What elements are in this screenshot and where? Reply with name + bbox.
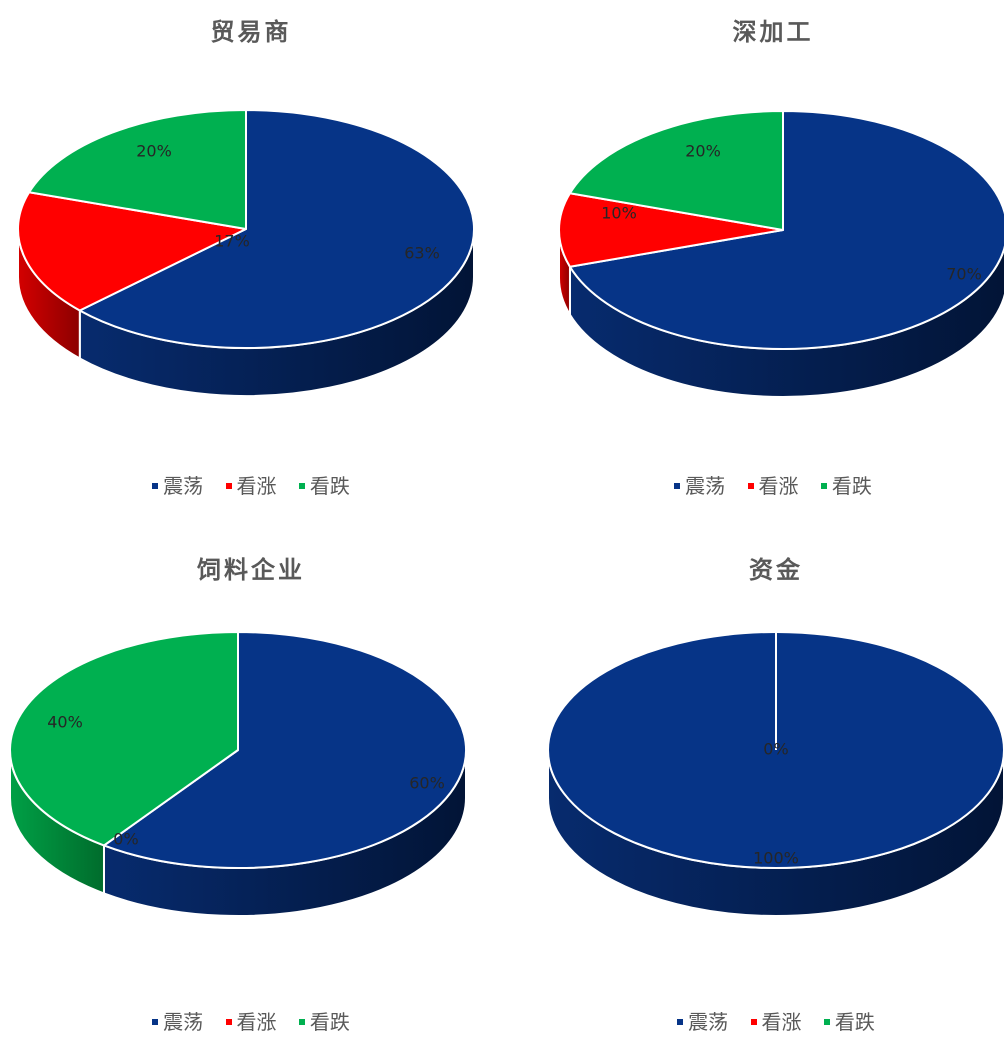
legend-swatch-icon [820, 482, 827, 489]
legend-label: 震荡 [163, 1010, 204, 1034]
legend-label: 看涨 [761, 1010, 802, 1034]
data-label: 10% [601, 204, 637, 223]
legend-label: 看涨 [236, 1010, 277, 1034]
chart-title: 贸易商 [210, 17, 292, 46]
legend: 震荡 看涨 看跌 [502, 470, 1004, 499]
legend-swatch-icon [298, 482, 305, 489]
pie-slice-1 [558, 192, 784, 268]
legend-swatch-icon [225, 1018, 232, 1025]
chart-title: 资金 [749, 555, 803, 584]
legend-label: 看涨 [758, 474, 799, 498]
pie-chart: 60% 0% 40% [9, 631, 467, 917]
pie-chart: 70% 10% 20% [558, 110, 1004, 398]
legend-label: 看跌 [831, 474, 872, 498]
legend-swatch-icon [152, 482, 159, 489]
pie-slice-2 [28, 109, 247, 230]
legend-swatch-icon [298, 1018, 305, 1025]
legend-swatch-icon [677, 1018, 684, 1025]
pie-panel-funds: 资金 100% 0% 震荡 看涨 看跌 [502, 538, 1004, 1054]
pie-slice-0 [102, 631, 467, 869]
pie-chart: 100% 0% [547, 631, 1004, 917]
pie-slice-1 [17, 191, 247, 312]
legend-label: 震荡 [163, 474, 204, 498]
pie-panel-deep-processing: 深加工 70% 10% 20% 震荡 看涨 看跌 [502, 0, 1004, 516]
legend-item-bearish: 看跌 [820, 470, 872, 499]
pie-slice-2 [9, 631, 239, 847]
legend-swatch-icon [225, 482, 232, 489]
data-label: 0% [113, 830, 138, 849]
legend-swatch-icon [750, 1018, 757, 1025]
legend-item-bullish: 看涨 [225, 470, 277, 499]
legend-swatch-icon [823, 1018, 830, 1025]
data-label: 40% [47, 713, 83, 732]
legend-label: 看跌 [309, 1010, 350, 1034]
legend-item-bearish: 看跌 [298, 1006, 350, 1035]
legend-label: 震荡 [688, 1010, 729, 1034]
data-label: 20% [685, 142, 721, 161]
legend: 震荡 看涨 看跌 [502, 1006, 1004, 1035]
data-label: 70% [946, 265, 982, 284]
legend-label: 看涨 [236, 474, 277, 498]
legend-label: 看跌 [834, 1010, 875, 1034]
chart-title: 饲料企业 [197, 555, 305, 584]
pie-panel-trader: 贸易商 63% 17% 20% 震荡 看涨 看跌 [0, 0, 502, 516]
data-label: 17% [214, 232, 250, 251]
legend-item-oscillate: 震荡 [674, 470, 725, 499]
pie-slice-0 [568, 110, 1004, 350]
legend-label: 震荡 [685, 474, 726, 498]
chart-title: 深加工 [732, 17, 814, 46]
pie-chart: 63% 17% 20% [17, 109, 475, 397]
data-label: 0% [763, 740, 788, 759]
pie-slice-0 [78, 109, 475, 349]
legend-item-oscillate: 震荡 [677, 1006, 728, 1035]
data-label: 63% [404, 244, 440, 263]
legend-label: 看跌 [309, 474, 350, 498]
legend-item-bullish: 看涨 [225, 1006, 277, 1035]
legend-swatch-icon [747, 482, 754, 489]
legend-item-oscillate: 震荡 [152, 1006, 203, 1035]
data-label: 20% [136, 142, 172, 161]
legend-item-bullish: 看涨 [747, 470, 799, 499]
pie-slice-2 [568, 110, 784, 231]
legend: 震荡 看涨 看跌 [0, 1006, 502, 1035]
legend-item-bearish: 看跌 [298, 470, 350, 499]
pie-panel-feed-enterprise: 饲料企业 60% 0% 40% 震荡 看涨 看跌 [0, 538, 502, 1054]
legend-item-bearish: 看跌 [823, 1006, 875, 1035]
data-label: 60% [409, 774, 445, 793]
legend-item-bullish: 看涨 [750, 1006, 802, 1035]
legend-swatch-icon [152, 1018, 159, 1025]
legend: 震荡 看涨 看跌 [0, 470, 502, 499]
legend-swatch-icon [674, 482, 681, 489]
data-label: 100% [753, 849, 799, 868]
legend-item-oscillate: 震荡 [152, 470, 203, 499]
